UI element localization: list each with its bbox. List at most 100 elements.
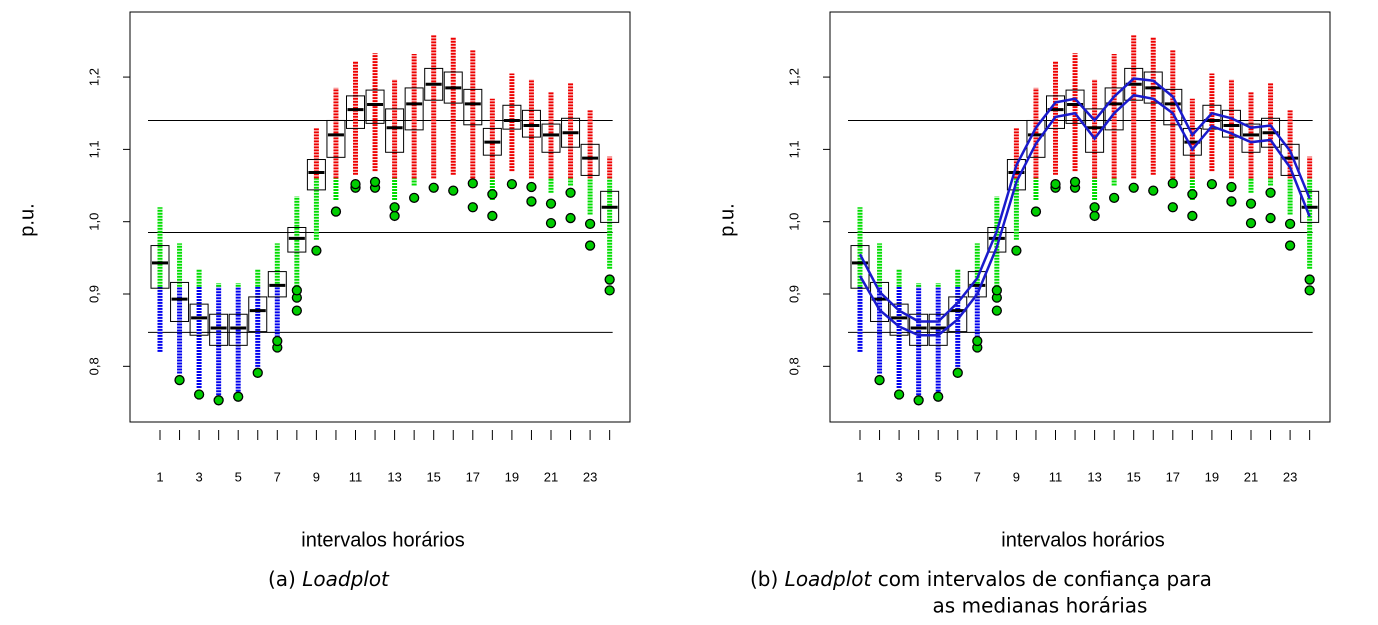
box bbox=[326, 119, 346, 158]
x-tick-label: 7 bbox=[274, 469, 281, 484]
y-tick-label: 0,8 bbox=[786, 357, 801, 375]
outlier bbox=[487, 189, 498, 200]
box bbox=[189, 303, 209, 336]
box bbox=[909, 313, 929, 346]
box bbox=[346, 95, 365, 129]
x-tick-label: 7 bbox=[974, 469, 981, 484]
outlier bbox=[584, 240, 596, 251]
outlier bbox=[1265, 187, 1276, 198]
y-axis-label: p.u. bbox=[16, 203, 38, 236]
x-tick-label: 23 bbox=[583, 469, 597, 484]
outlier bbox=[1109, 192, 1120, 203]
outlier bbox=[1148, 185, 1159, 196]
outlier bbox=[1089, 202, 1100, 213]
outlier bbox=[291, 285, 303, 296]
outlier bbox=[565, 212, 576, 224]
box bbox=[1085, 108, 1105, 153]
outlier bbox=[1284, 240, 1296, 251]
outlier bbox=[893, 389, 905, 400]
outlier bbox=[1304, 274, 1315, 285]
x-tick-label: 13 bbox=[387, 469, 401, 484]
x-tick-label: 11 bbox=[349, 469, 363, 484]
box bbox=[287, 226, 307, 253]
outlier bbox=[1206, 178, 1218, 190]
outlier bbox=[1050, 178, 1061, 190]
caption-emph: Loadplot bbox=[785, 567, 873, 591]
x-axis-label: intervalos horários bbox=[1001, 529, 1164, 551]
box bbox=[443, 71, 463, 104]
box bbox=[1124, 67, 1144, 101]
box bbox=[306, 159, 326, 191]
box bbox=[541, 123, 561, 153]
outlier bbox=[1187, 210, 1198, 222]
outlier bbox=[991, 285, 1002, 296]
outlier bbox=[565, 187, 576, 198]
box bbox=[1202, 104, 1222, 130]
box bbox=[1182, 127, 1202, 156]
x-tick-label: 5 bbox=[235, 469, 242, 484]
outlier bbox=[272, 335, 283, 347]
y-tick-label: 0,9 bbox=[786, 285, 801, 303]
box bbox=[521, 109, 541, 138]
x-tick-label: 1 bbox=[156, 469, 163, 484]
outlier bbox=[1128, 182, 1139, 193]
outlier bbox=[1284, 218, 1296, 230]
outlier bbox=[1245, 198, 1257, 209]
x-tick-label: 15 bbox=[426, 469, 440, 484]
x-tick-label: 19 bbox=[505, 469, 519, 484]
y-tick-label: 1,0 bbox=[786, 213, 801, 231]
box bbox=[850, 245, 870, 289]
y-tick-label: 1,2 bbox=[86, 68, 101, 86]
y-tick-label: 1,0 bbox=[86, 213, 101, 231]
caption-label: (b) bbox=[750, 567, 778, 591]
caption: (b) Loadplot com intervalos de confiança… bbox=[750, 567, 1212, 591]
outlier bbox=[526, 196, 537, 207]
outlier bbox=[448, 185, 459, 196]
outlier bbox=[545, 217, 557, 229]
y-tick-label: 0,9 bbox=[86, 285, 101, 303]
x-tick-label: 1 bbox=[856, 469, 863, 484]
outlier bbox=[193, 389, 205, 400]
box bbox=[267, 271, 287, 298]
box bbox=[561, 117, 581, 148]
outlier bbox=[291, 305, 303, 316]
outlier bbox=[526, 181, 537, 193]
x-tick-label: 11 bbox=[1049, 469, 1063, 484]
box bbox=[170, 281, 190, 322]
outlier bbox=[584, 218, 596, 230]
outlier bbox=[545, 198, 557, 209]
box bbox=[463, 88, 483, 126]
outlier bbox=[408, 192, 420, 203]
y-axis-label: p.u. bbox=[716, 203, 738, 236]
x-tick-label: 13 bbox=[1087, 469, 1101, 484]
box bbox=[1300, 190, 1320, 223]
box bbox=[502, 104, 522, 130]
x-tick-label: 3 bbox=[195, 469, 202, 484]
outlier bbox=[1167, 202, 1178, 213]
x-tick-label: 17 bbox=[1166, 469, 1180, 484]
outlier bbox=[1226, 196, 1237, 207]
box bbox=[580, 143, 600, 176]
box bbox=[385, 108, 405, 153]
caption-label: (a) bbox=[268, 567, 296, 591]
plot-frame bbox=[829, 11, 1331, 423]
box bbox=[365, 89, 385, 124]
outlier bbox=[933, 391, 944, 402]
y-tick-label: 0,8 bbox=[86, 357, 101, 375]
box bbox=[600, 190, 620, 223]
outlier bbox=[350, 178, 361, 190]
x-tick-label: 19 bbox=[1205, 469, 1219, 484]
outlier bbox=[991, 305, 1002, 316]
box bbox=[404, 87, 424, 131]
outlier bbox=[604, 285, 615, 296]
outlier bbox=[389, 202, 400, 213]
x-axis-label: intervalos horários bbox=[301, 529, 464, 551]
outlier bbox=[1226, 181, 1237, 193]
box bbox=[209, 313, 229, 346]
outlier bbox=[1187, 189, 1198, 200]
box bbox=[248, 296, 268, 333]
outlier bbox=[174, 374, 185, 386]
outlier bbox=[1167, 178, 1178, 189]
